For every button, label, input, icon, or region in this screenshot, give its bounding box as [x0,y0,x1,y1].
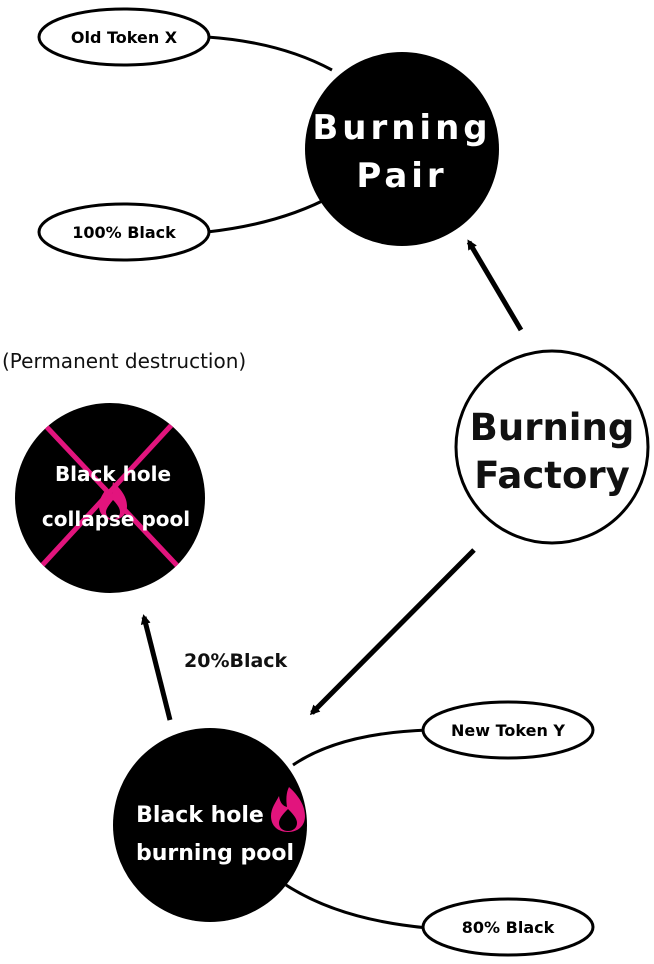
burning-pair-node: Burning Pair [305,52,499,246]
arrow-factory-to-pair [466,239,524,332]
burning-pair-line2: Pair [356,156,447,196]
new-token-node: New Token Y [421,700,595,760]
old-token-node: Old Token X [37,7,211,67]
connector-80-black [285,883,429,930]
arrow-burning-pool-to-collapse [140,614,173,721]
collapse-pool-node: Black hole collapse pool [15,403,205,593]
burning-pool-node: Black hole burning pool [113,728,307,922]
burning-factory-line2: Factory [474,454,629,497]
old-token-label: Old Token X [71,28,178,47]
burning-pool-line1: Black hole [136,803,264,828]
connector-100-black [206,194,333,234]
black-80-label: 80% Black [462,918,555,937]
collapse-pool-line2: collapse pool [42,507,190,531]
connector-old-token [206,35,333,72]
black-80-node: 80% Black [421,897,595,957]
burning-factory-node: Burning Factory [454,349,650,545]
edge-label-20-black: 20%Black [184,650,288,672]
burning-pool-line2: burning pool [136,841,294,866]
burning-factory-line1: Burning [470,406,635,449]
new-token-label: New Token Y [451,721,565,740]
black-100-label: 100% Black [72,223,176,242]
collapse-pool-line1: Black hole [55,462,171,486]
permanent-destruction-note: (Permanent destruction) [2,349,246,373]
arrow-factory-to-burning-pool [309,548,476,716]
connector-new-token [292,728,429,767]
burning-pair-line1: Burning [312,108,491,148]
black-100-node: 100% Black [37,202,211,262]
